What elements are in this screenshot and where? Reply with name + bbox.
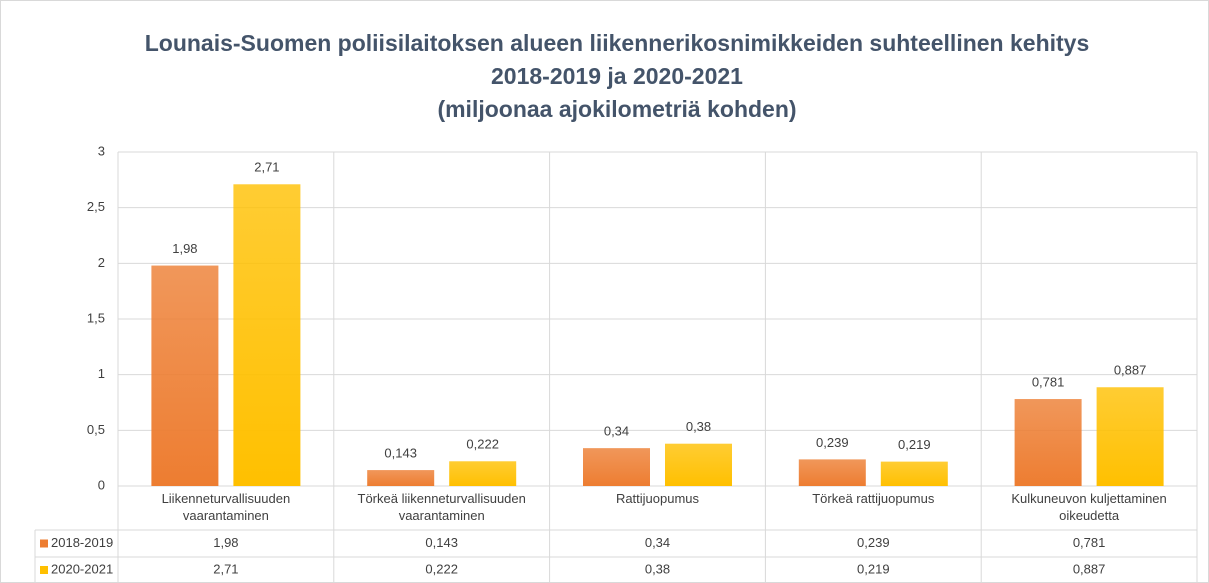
table-cell: 0,239 [857, 535, 890, 550]
y-tick-label: 2 [98, 255, 105, 270]
data-label: 0,781 [1032, 374, 1065, 389]
table-cell: 0,34 [645, 535, 670, 550]
bar [1014, 399, 1082, 486]
y-tick-label: 1 [98, 366, 105, 381]
x-tick-label: Törkeä liikenneturvallisuuden vaarantami… [357, 491, 526, 523]
data-label: 0,143 [384, 446, 417, 461]
bar [367, 470, 435, 486]
x-tick-label: Liikenneturvallisuuden vaarantaminen [161, 491, 291, 523]
table-cell: 0,38 [645, 561, 670, 576]
chart-title: Lounais-Suomen poliisilaitoksen alueen l… [145, 30, 1090, 56]
y-tick-label: 0,5 [87, 422, 105, 437]
data-label: 1,98 [172, 241, 197, 256]
data-label: 0,34 [604, 424, 629, 439]
table-cell: 0,219 [857, 561, 890, 576]
legend-swatch [40, 539, 48, 548]
table-cell: 1,98 [213, 535, 238, 550]
table-cell: 0,143 [425, 535, 458, 550]
bar [798, 459, 866, 486]
x-tick-label: Törkeä rattijuopumus [812, 491, 935, 506]
bar [583, 448, 650, 486]
data-label: 0,887 [1114, 363, 1147, 378]
data-label: 0,38 [686, 419, 711, 434]
legend-label: 2018-2019 [51, 535, 113, 550]
table-cell: 2,71 [213, 561, 238, 576]
x-tick-label: Rattijuopumus [615, 491, 700, 506]
bar [449, 461, 517, 486]
y-tick-label: 0 [98, 477, 105, 492]
chart-title: 2018-2019 ja 2020-2021 [491, 63, 743, 89]
data-label: 0,219 [898, 437, 931, 452]
bar [233, 184, 301, 486]
bar [665, 443, 732, 486]
bar [151, 265, 219, 486]
y-tick-label: 1,5 [87, 310, 105, 325]
legend-label: 2020-2021 [51, 561, 113, 576]
chart-title: (miljoonaa ajokilometriä kohden) [437, 96, 796, 122]
table-cell: 0,222 [425, 561, 458, 576]
data-label: 0,239 [816, 435, 849, 450]
data-label: 2,71 [254, 160, 279, 175]
table-cell: 0,887 [1073, 561, 1106, 576]
x-tick-label: Kulkuneuvon kuljettaminen oikeudetta [1011, 491, 1167, 523]
bar [1096, 387, 1164, 486]
legend-swatch [40, 566, 48, 574]
data-label: 0,222 [466, 437, 499, 452]
y-tick-label: 2,5 [87, 199, 105, 214]
table-cell: 0,781 [1073, 535, 1106, 550]
bar [880, 461, 948, 486]
y-tick-label: 3 [98, 143, 105, 158]
